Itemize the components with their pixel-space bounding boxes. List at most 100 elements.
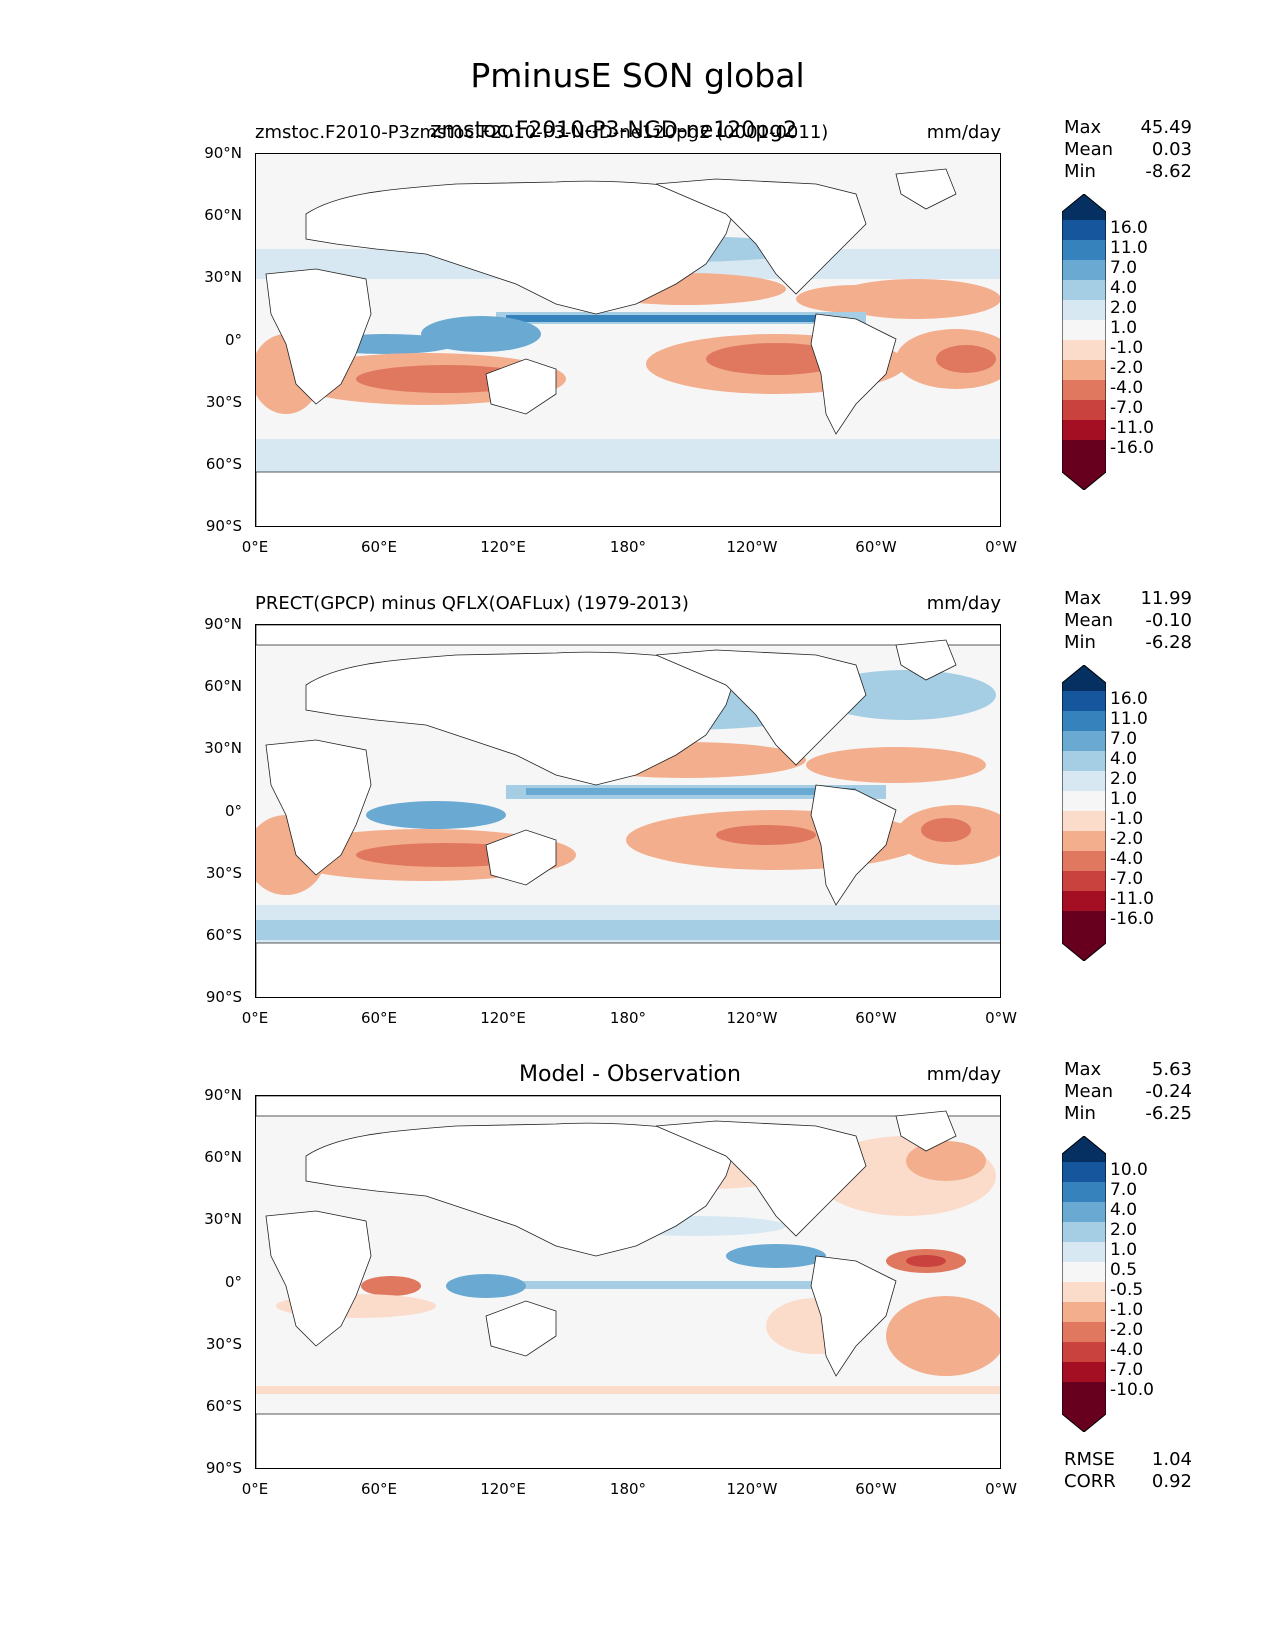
y-tick-label: 30°N	[204, 1210, 242, 1228]
colorbar-label: 11.0	[1110, 709, 1148, 729]
colorbar-label: 7.0	[1110, 1180, 1138, 1200]
stat-mean-label: Mean	[1064, 1081, 1114, 1102]
colorbar-label: -11.0	[1110, 418, 1154, 438]
y-tick-label: 0°	[224, 802, 242, 820]
x-tick-label: 120°W	[726, 1009, 778, 1027]
colorbar-label: 4.0	[1110, 1200, 1138, 1220]
panel-obs-stats: Max 11.99 Mean -0.10 Min -6.28	[1064, 588, 1192, 654]
panel-diff-map[interactable]	[255, 1095, 1001, 1469]
x-tick-label: 120°E	[480, 1480, 526, 1498]
stat-max: 11.99	[1140, 588, 1192, 609]
stat-min-label: Min	[1064, 632, 1096, 653]
x-tick-label: 120°E	[480, 1009, 526, 1027]
y-tick-label: 90°N	[204, 144, 242, 162]
colorbar-label: -1.0	[1110, 338, 1144, 358]
panel-diff-colorbar	[1062, 1136, 1106, 1432]
panel-model-field	[256, 168, 1000, 526]
colorbar-label: 1.0	[1110, 318, 1138, 338]
panel-model-colorbar	[1062, 194, 1106, 490]
stat-min-label: Min	[1064, 161, 1096, 182]
colorbar-label: -10.0	[1110, 1380, 1154, 1400]
stat-max-label: Max	[1064, 117, 1102, 138]
y-tick-label: 60°N	[204, 206, 242, 224]
y-tick-label: 90°S	[205, 988, 242, 1006]
colorbar-label: 2.0	[1110, 769, 1138, 789]
colorbar-label: -2.0	[1110, 1320, 1144, 1340]
stat-max: 5.63	[1151, 1059, 1192, 1080]
x-tick-label: 60°W	[855, 1480, 897, 1498]
stat-mean-label: Mean	[1064, 610, 1114, 631]
colorbar-label: 4.0	[1110, 278, 1138, 298]
colorbar-label: 11.0	[1110, 238, 1148, 258]
panel-obs-colorbar	[1062, 665, 1106, 961]
y-tick-label: 30°N	[204, 739, 242, 757]
colorbar-label: 0.5	[1110, 1260, 1138, 1280]
x-tick-label: 180°	[609, 1009, 647, 1027]
stat-max-label: Max	[1064, 588, 1102, 609]
x-tick-label: 120°E	[480, 538, 526, 556]
x-tick-label: 0°W	[985, 1009, 1017, 1027]
colorbar-label: -16.0	[1110, 438, 1154, 458]
stat-max: 45.49	[1140, 117, 1192, 138]
x-tick-label: 0°E	[241, 1009, 269, 1027]
x-tick-label: 60°W	[855, 1009, 897, 1027]
panel-model-stats: Max 45.49 Mean 0.03 Min -8.62	[1064, 117, 1192, 183]
stat-min: -8.62	[1145, 161, 1192, 182]
panel-obs-map[interactable]	[255, 624, 1001, 998]
y-tick-label: 60°N	[204, 1148, 242, 1166]
panel-model-title-left: zmstoc.F2010-P3zmstoc.F2010-P3-NGD-ne120…	[255, 122, 829, 143]
stat-mean: -0.10	[1145, 610, 1192, 631]
x-tick-label: 180°	[609, 538, 647, 556]
y-tick-label: 0°	[224, 331, 242, 349]
y-tick-label: 30°N	[204, 268, 242, 286]
panel-model-units: mm/day	[926, 122, 1001, 143]
stat-mean-label: Mean	[1064, 139, 1114, 160]
x-tick-label: 60°W	[855, 538, 897, 556]
colorbar-label: 4.0	[1110, 749, 1138, 769]
colorbar-label: 1.0	[1110, 1240, 1138, 1260]
colorbar-label: -4.0	[1110, 849, 1144, 869]
stat-rmse-label: RMSE	[1064, 1449, 1115, 1470]
colorbar-label: -4.0	[1110, 1340, 1144, 1360]
y-tick-label: 30°S	[205, 393, 242, 411]
stat-mean: 0.03	[1151, 139, 1192, 160]
panel-obs-units: mm/day	[926, 593, 1001, 614]
stat-max-label: Max	[1064, 1059, 1102, 1080]
stat-min: -6.28	[1145, 632, 1192, 653]
y-tick-label: 60°S	[205, 926, 242, 944]
stat-mean: -0.24	[1145, 1081, 1192, 1102]
colorbar-label: -1.0	[1110, 1300, 1144, 1320]
x-tick-label: 120°W	[726, 1480, 778, 1498]
colorbar-label: -7.0	[1110, 398, 1144, 418]
y-tick-label: 60°S	[205, 1397, 242, 1415]
colorbar-label: 2.0	[1110, 1220, 1138, 1240]
colorbar-label: 16.0	[1110, 218, 1148, 238]
y-tick-label: 90°S	[205, 517, 242, 535]
colorbar-label: -11.0	[1110, 889, 1154, 909]
colorbar-label: -4.0	[1110, 378, 1144, 398]
colorbar-label: 10.0	[1110, 1160, 1148, 1180]
colorbar-label: -2.0	[1110, 829, 1144, 849]
x-tick-label: 60°E	[360, 1009, 398, 1027]
panel-model-map[interactable]	[255, 153, 1001, 527]
colorbar-label: -16.0	[1110, 909, 1154, 929]
panel-diff-extra-stats: RMSE 1.04 CORR 0.92	[1064, 1449, 1192, 1493]
colorbar-label: 7.0	[1110, 729, 1138, 749]
colorbar-label: 1.0	[1110, 789, 1138, 809]
colorbar-label: 2.0	[1110, 298, 1138, 318]
x-tick-label: 0°E	[241, 1480, 269, 1498]
y-tick-label: 60°N	[204, 677, 242, 695]
panel-diff-units: mm/day	[926, 1064, 1001, 1085]
y-tick-label: 60°S	[205, 455, 242, 473]
x-tick-label: 180°	[609, 1480, 647, 1498]
x-tick-label: 120°W	[726, 538, 778, 556]
x-tick-label: 0°E	[241, 538, 269, 556]
y-tick-label: 0°	[224, 1273, 242, 1291]
colorbar-label: -1.0	[1110, 809, 1144, 829]
stat-min-label: Min	[1064, 1103, 1096, 1124]
y-tick-label: 90°S	[205, 1459, 242, 1477]
stat-corr: 0.92	[1151, 1471, 1192, 1492]
y-tick-label: 90°N	[204, 615, 242, 633]
figure-title: PminusE SON global	[470, 56, 805, 95]
y-tick-label: 30°S	[205, 864, 242, 882]
